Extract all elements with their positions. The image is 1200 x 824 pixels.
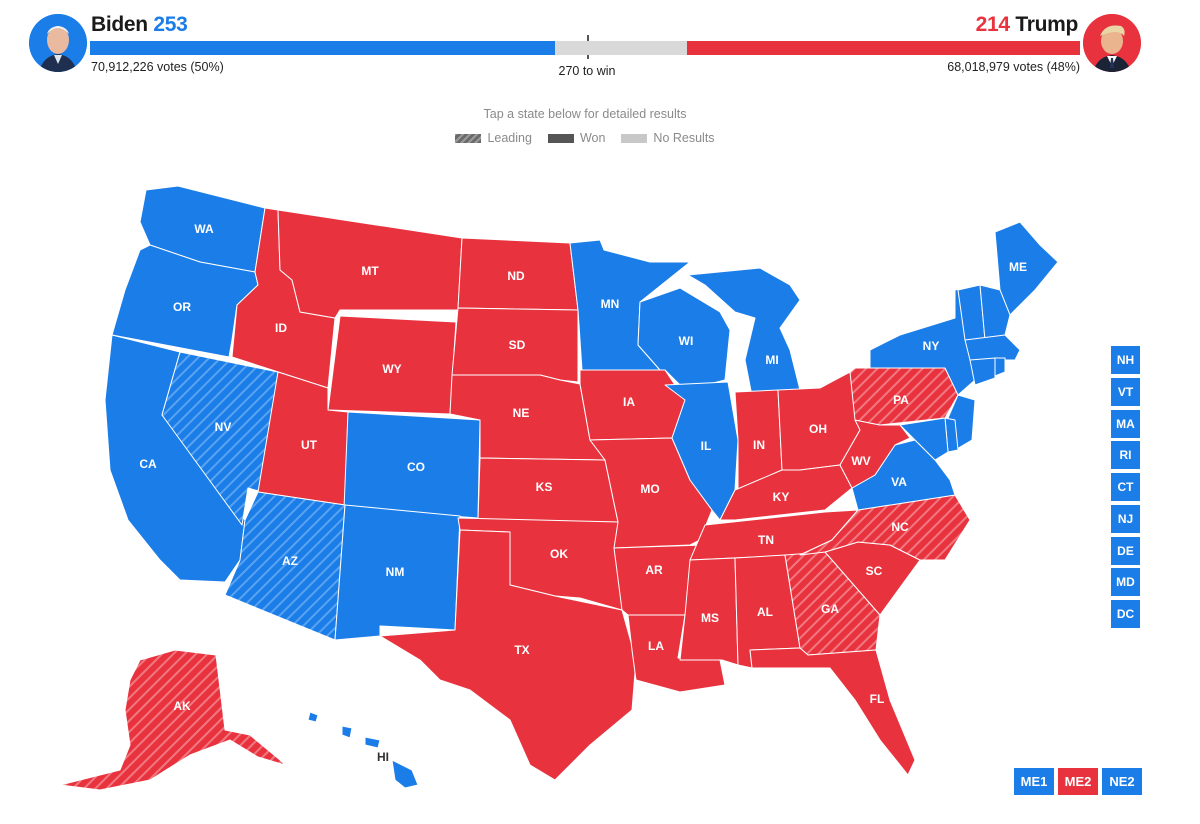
state-KS[interactable]	[477, 457, 619, 523]
legend-won-label: Won	[579, 131, 606, 145]
state-LA[interactable]	[627, 614, 726, 693]
biden-popular-votes: 70,912,226 votes (50%)	[91, 60, 224, 74]
small-state-NJ[interactable]: NJ	[1111, 505, 1140, 533]
district-ME2[interactable]: ME2	[1058, 768, 1098, 795]
legend: Leading Won No Results	[0, 131, 1170, 145]
us-electoral-map: WA OR CA NV ID MT WY UT CO AZ NM ND SD N…	[59, 185, 1059, 791]
district-NE2[interactable]: NE2	[1102, 768, 1142, 795]
threshold-tick-bottom	[587, 55, 589, 59]
threshold-tick-top	[587, 35, 589, 41]
small-state-MA[interactable]: MA	[1111, 410, 1140, 438]
state-WV[interactable]	[839, 419, 911, 489]
trump-header: 214 Trump	[975, 13, 1079, 37]
instruction-text: Tap a state below for detailed results	[483, 107, 687, 121]
no-results-swatch-icon	[621, 133, 648, 143]
state-HI[interactable]	[307, 711, 419, 789]
state-CT-shape[interactable]	[969, 357, 996, 386]
small-state-VT[interactable]: VT	[1111, 378, 1140, 406]
state-TX[interactable]	[379, 529, 637, 781]
state-MD-shape[interactable]	[899, 417, 949, 461]
undecided-ev-bar	[555, 41, 687, 55]
trump-electoral-votes: 214	[975, 13, 1010, 36]
state-IA[interactable]	[579, 369, 686, 441]
leading-swatch-icon	[455, 133, 482, 143]
small-state-MD[interactable]: MD	[1111, 568, 1140, 596]
state-FL[interactable]	[749, 647, 916, 776]
biden-electoral-votes: 253	[153, 13, 188, 36]
biden-header: Biden 253	[91, 13, 188, 37]
state-SD[interactable]	[451, 307, 579, 383]
legend-no-results: No Results	[621, 131, 715, 145]
state-IL[interactable]	[664, 381, 739, 521]
legend-leading: Leading	[455, 131, 532, 145]
label-HI: HI	[377, 750, 389, 764]
small-state-CT[interactable]: CT	[1111, 473, 1140, 501]
state-NC[interactable]	[799, 494, 971, 561]
state-CO[interactable]	[343, 411, 481, 519]
small-state-DC[interactable]: DC	[1111, 600, 1140, 628]
state-RI-shape[interactable]	[994, 357, 1006, 377]
legend-no-results-label: No Results	[653, 131, 715, 145]
legend-leading-label: Leading	[487, 131, 532, 145]
state-ND[interactable]	[457, 237, 579, 311]
trump-name: Trump	[1015, 13, 1078, 36]
state-MT[interactable]	[277, 209, 463, 319]
small-state-NH[interactable]: NH	[1111, 346, 1140, 374]
biden-name: Biden	[91, 13, 148, 36]
trump-ev-bar	[687, 41, 1080, 55]
state-AK[interactable]	[59, 649, 286, 791]
state-OR[interactable]	[111, 244, 259, 358]
biden-ev-bar	[90, 41, 555, 55]
small-state-DE[interactable]: DE	[1111, 537, 1140, 565]
trump-portrait-icon	[1083, 14, 1141, 72]
threshold-label: 270 to win	[558, 64, 616, 78]
small-state-RI[interactable]: RI	[1111, 441, 1140, 469]
state-WY[interactable]	[327, 315, 457, 415]
district-ME1[interactable]: ME1	[1014, 768, 1054, 795]
state-MS[interactable]	[679, 557, 739, 666]
won-swatch-icon	[547, 133, 574, 143]
trump-popular-votes: 68,018,979 votes (48%)	[947, 60, 1080, 74]
legend-won: Won	[547, 131, 606, 145]
state-MA-shape[interactable]	[964, 334, 1021, 361]
state-NM[interactable]	[334, 504, 461, 641]
biden-portrait-icon	[29, 14, 87, 72]
biden-avatar	[29, 14, 87, 72]
state-PA[interactable]	[849, 367, 959, 426]
state-NH-shape[interactable]	[979, 284, 1011, 341]
trump-avatar	[1083, 14, 1141, 72]
